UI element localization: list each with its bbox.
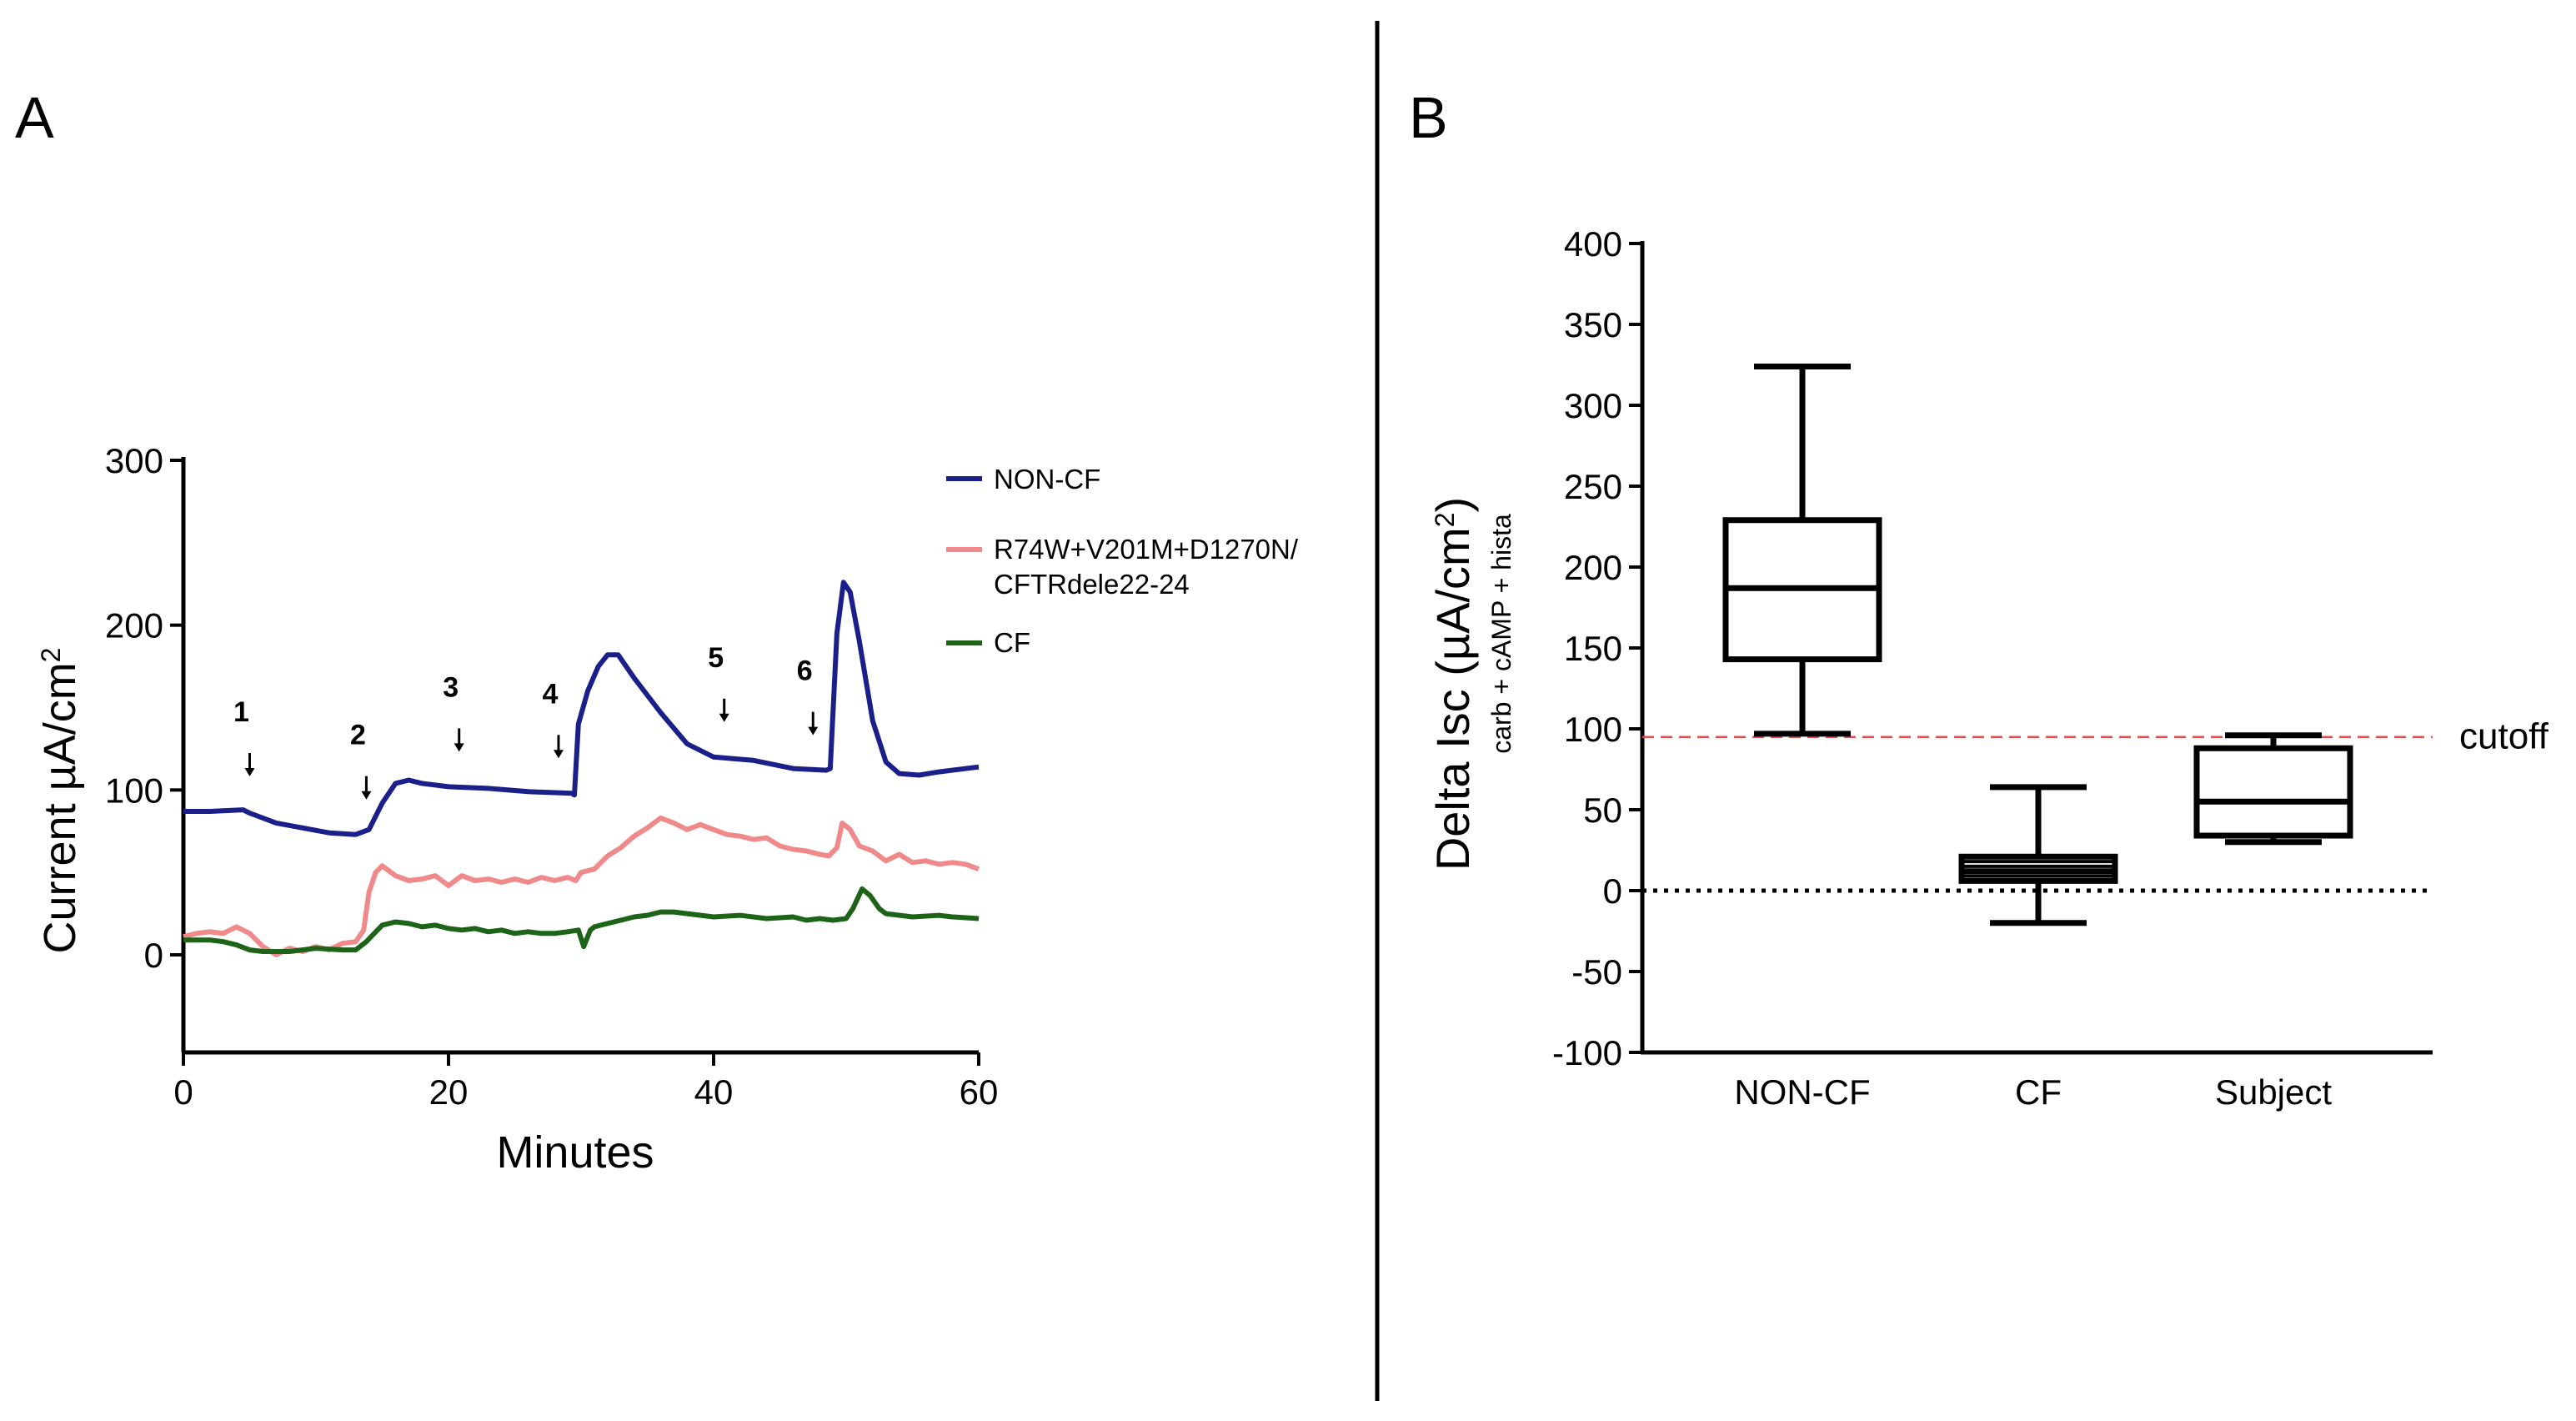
annotation-label-2: 2 <box>350 720 366 751</box>
a-y-axis-label: Current µA/cm2 <box>35 648 85 954</box>
b-y-tick-label-400: 400 <box>1564 224 1622 264</box>
annotation-arrow-head-5 <box>719 713 729 722</box>
a-y-tick-label-100: 100 <box>105 771 163 810</box>
annotation-label-1: 1 <box>233 696 249 728</box>
reference-label-cutoff: cutoff <box>2459 716 2549 757</box>
a-legend: NON-CF R74W+V201M+D1270N/ CFTRdele22-24 … <box>946 464 1299 658</box>
b-x-category-label-cf: CF <box>2015 1072 2062 1112</box>
b-axes: -100 -50 0 50 100 150 200 250 300 350 400 NON-CF CF S… <box>1552 224 2433 1112</box>
a-x-tick-label-20: 20 <box>429 1072 469 1112</box>
b-x-category-label-non-cf: NON-CF <box>1734 1072 1870 1112</box>
legend-label-subject-line1: R74W+V201M+D1270N/ <box>994 534 1299 565</box>
annotation-arrow-head-2 <box>361 791 372 800</box>
a-x-axis-label: Minutes <box>496 1127 654 1177</box>
legend-label-non-cf: NON-CF <box>994 464 1100 495</box>
a-y-axis-label-text: Current µA/cm <box>35 662 85 953</box>
b-y-tick-label-300: 300 <box>1564 386 1622 425</box>
b-y-tick-label-100: 100 <box>1564 710 1622 749</box>
box-body-subject <box>2193 745 2353 839</box>
b-y-tick-label-150: 150 <box>1564 629 1622 668</box>
annotation-label-6: 6 <box>797 655 813 687</box>
b-y-tick-label-50: -50 <box>1571 952 1622 992</box>
annotation-arrow-head-3 <box>454 743 464 752</box>
b-y-axis-sublabel: carb + cAMP + hista <box>1486 514 1516 754</box>
b-y-axis-label-text: Delta Isc (µA/cm <box>1426 527 1479 871</box>
b-y-tick-label-0: 0 <box>1603 871 1622 911</box>
b-x-category-label-subject: Subject <box>2215 1072 2332 1112</box>
panel-a-label: A <box>15 85 54 150</box>
a-series-group <box>183 580 980 957</box>
b-y-axis-label-sup: 2 <box>1430 512 1460 527</box>
annotation-arrow-head-4 <box>553 750 564 759</box>
a-y-axis-label-sup: 2 <box>36 648 66 663</box>
annotation-arrow-head-6 <box>808 726 819 736</box>
b-reference-lines: cutoff <box>1642 716 2549 893</box>
b-y-tick-label-50: 50 <box>1583 791 1622 830</box>
annotation-arrow-head-1 <box>244 768 255 777</box>
b-y-tick-label-200: 200 <box>1564 548 1622 587</box>
a-y-tick-label-300: 300 <box>105 441 163 480</box>
legend-label-cf: CF <box>994 627 1030 658</box>
b-y-tick-label-250: 250 <box>1564 467 1622 506</box>
b-boxes <box>1722 363 2353 926</box>
b-y-tick-label-350: 350 <box>1564 305 1622 344</box>
annotation-label-4: 4 <box>543 678 559 710</box>
panel-b-label: B <box>1409 85 1448 150</box>
legend-label-subject-line2: CFTRdele22-24 <box>994 569 1190 600</box>
a-axes: 0 100 200 300 0 20 40 60 <box>105 441 998 1112</box>
b-y-tick-label-100: -100 <box>1552 1033 1622 1072</box>
a-annotations: 1 2 3 4 5 6 <box>233 642 819 800</box>
annotation-label-5: 5 <box>708 642 724 674</box>
a-x-tick-label-0: 0 <box>173 1072 193 1112</box>
b-y-axis-label: Delta Isc (µA/cm2) <box>1426 497 1479 871</box>
series-line-cf <box>183 886 980 954</box>
a-y-tick-label-200: 200 <box>105 606 163 645</box>
a-x-tick-label-60: 60 <box>960 1072 999 1112</box>
a-x-tick-label-40: 40 <box>694 1072 734 1112</box>
series-line-non-cf <box>183 580 980 837</box>
annotation-label-3: 3 <box>443 671 459 703</box>
chart-a: 0 100 200 300 0 20 40 60 1 2 3 4 5 6 Minutes Current… <box>35 441 1299 1177</box>
b-y-axis-label-close: ) <box>1426 497 1479 513</box>
chart-b: -100 -50 0 50 100 150 200 250 300 350 400 NON-CF CF S… <box>1426 224 2549 1112</box>
a-y-tick-label-0: 0 <box>144 936 163 975</box>
